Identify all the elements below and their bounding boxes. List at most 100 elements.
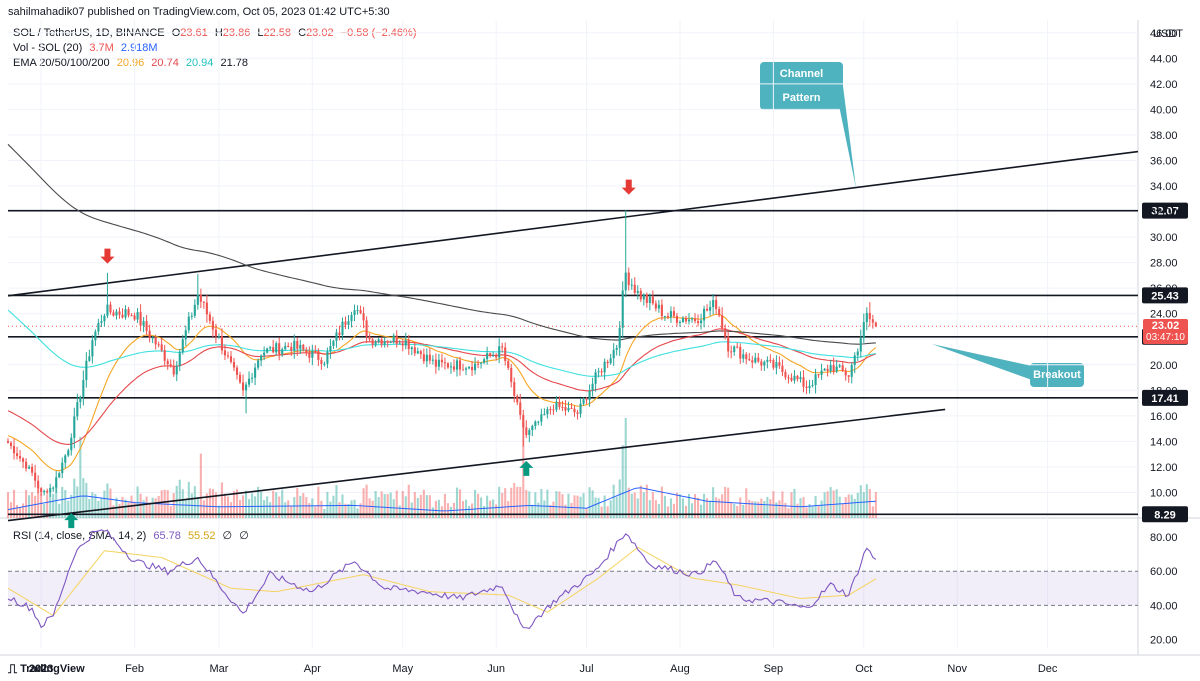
candle-body [344,321,347,325]
rsi-empty-2: ∅ [239,530,249,542]
candle-body [118,311,121,315]
volume-bar [419,494,422,518]
volume-bar [510,487,513,518]
volume-bar [278,496,281,518]
y-tick-label: 14.00 [1150,436,1178,448]
volume-bar [196,497,199,518]
candle-body [458,360,462,370]
candle-body [428,354,431,361]
volume-bar [260,491,263,518]
candle-body [386,341,389,343]
volume-bar [865,484,868,518]
candle-body [184,330,187,340]
volume-bar [564,504,567,518]
volume-bar [275,492,278,518]
candle-body [359,310,362,314]
volume-bar [172,493,175,518]
volume-bar [380,491,383,518]
volume-bar [356,508,359,518]
volume-bar [663,495,666,518]
x-tick-label: Mar [209,663,228,675]
candle-body [238,374,242,383]
candle-body [474,363,477,371]
candle-body [745,354,748,360]
volume-bar [341,494,344,518]
volume-bar [573,495,576,518]
candle-body [483,359,486,363]
volume-bar [678,494,682,518]
volume-bar [555,491,558,518]
candle-body [214,329,217,337]
candle-body [308,352,311,358]
candle-body [431,359,434,361]
candle-body [371,339,374,345]
channel-lower-line [7,408,946,522]
volume-bar [40,493,43,518]
volume-bar [124,499,127,518]
candle-body [687,319,691,322]
volume-bar [199,453,202,518]
candle-body [489,353,492,356]
volume-bar [18,507,22,518]
candle-body [826,368,829,372]
candle-body [350,314,353,322]
candle-body [9,442,13,447]
candle-body [534,421,537,426]
volume-bar [627,487,630,518]
volume-bar [507,500,510,518]
candle-body [220,336,224,351]
candle-body [850,364,853,377]
volume-bar [470,503,474,518]
volume-bar [220,482,224,518]
volume-bar [326,491,329,518]
candle-body [718,309,721,316]
rsi-empty-1: ∅ [222,530,233,542]
candle-body [537,421,540,423]
volume-bar [669,498,672,518]
candle-body [591,383,594,391]
candle-body [492,355,495,357]
candle-body [675,315,679,323]
volume-bar [519,486,522,518]
candle-body [211,320,214,330]
candle-body [229,356,233,362]
candle-body [61,462,64,474]
x-tick-label: Jun [487,663,505,675]
y-tick-label: 36.00 [1150,155,1178,167]
candle-body [58,473,61,478]
candle-body [690,318,694,320]
tradingview-logo[interactable]: ⎍ TradingView [8,661,85,677]
sell-arrow-icon [100,248,115,264]
candle-body [817,374,820,376]
volume-bar [398,505,401,518]
candle-body [217,336,220,338]
volume-bar [374,491,377,518]
candle-body [187,316,190,331]
volume-bar [769,499,772,518]
volume-bar [178,479,181,518]
volume-bar [431,507,434,518]
volume-bar [850,494,853,518]
volume-bar [675,492,679,518]
volume-bar [238,499,242,518]
candle-body [742,354,745,359]
volume-bar [272,490,275,518]
rsi-tick-label: 40.00 [1150,600,1178,612]
candle-body [151,337,154,339]
volume-bar [576,495,579,518]
candle-body [383,341,386,345]
candle-body [356,310,359,312]
candle-body [311,351,314,358]
ema200-line [7,143,876,345]
candle-body [838,365,841,367]
volume-bar [413,491,416,518]
x-tick-label: Jul [580,663,594,675]
candle-body [793,375,796,381]
volume-bar [684,505,688,518]
volume-bar [100,498,103,518]
candle-body [814,374,817,386]
volume-bar [621,445,624,518]
candle-body [862,322,865,339]
candle-body [868,312,871,320]
